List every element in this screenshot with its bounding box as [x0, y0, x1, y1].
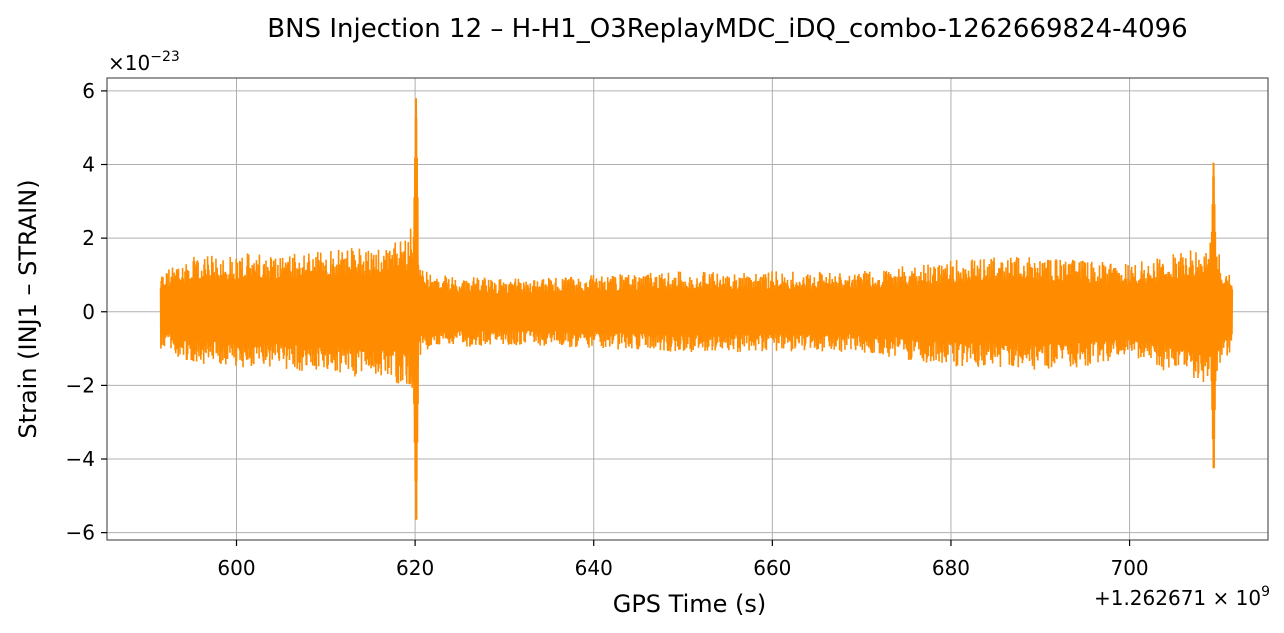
x-offset-base: +1.262671 × 10: [1094, 586, 1261, 610]
axis-tick-labels: 600 620 640 660 680 700 −6 −4 −2 0 2 4 6: [66, 79, 1149, 580]
x-tick-label: 600: [217, 556, 255, 580]
x-axis-offset: +1.262671 × 109: [1094, 584, 1270, 610]
x-tick-label: 640: [575, 556, 613, 580]
x-tick-label: 680: [932, 556, 970, 580]
x-tick-label: 620: [396, 556, 434, 580]
x-axis-label: GPS Time (s): [613, 590, 767, 618]
series-strain-trace: [159, 98, 1234, 520]
y-tick-label: 0: [82, 300, 95, 324]
y-tick-label: −4: [66, 447, 95, 471]
y-scale-base: ×10: [108, 51, 150, 75]
x-tick-label: 660: [753, 556, 791, 580]
strain-trace-line: [159, 217, 1234, 388]
x-offset-exponent: 9: [1261, 584, 1270, 600]
plot-frame: [106, 77, 1269, 541]
chart-title: BNS Injection 12 – H-H1_O3ReplayMDC_iDQ_…: [267, 14, 1187, 44]
glitch-spike: [1210, 162, 1217, 469]
y-axis-label: Strain (INJ1 – STRAIN): [14, 179, 42, 438]
y-tick-label: 2: [82, 226, 95, 250]
axis-ticks: [101, 90, 1131, 546]
y-tick-label: −6: [66, 521, 95, 545]
y-axis-scale-factor: ×10−23: [108, 49, 180, 75]
y-tick-label: 6: [82, 79, 95, 103]
y-tick-label: 4: [82, 153, 95, 177]
x-tick-label: 700: [1110, 556, 1148, 580]
y-tick-label: −2: [66, 373, 95, 397]
glitch-spike: [412, 98, 419, 520]
y-scale-exponent: −23: [150, 49, 180, 65]
